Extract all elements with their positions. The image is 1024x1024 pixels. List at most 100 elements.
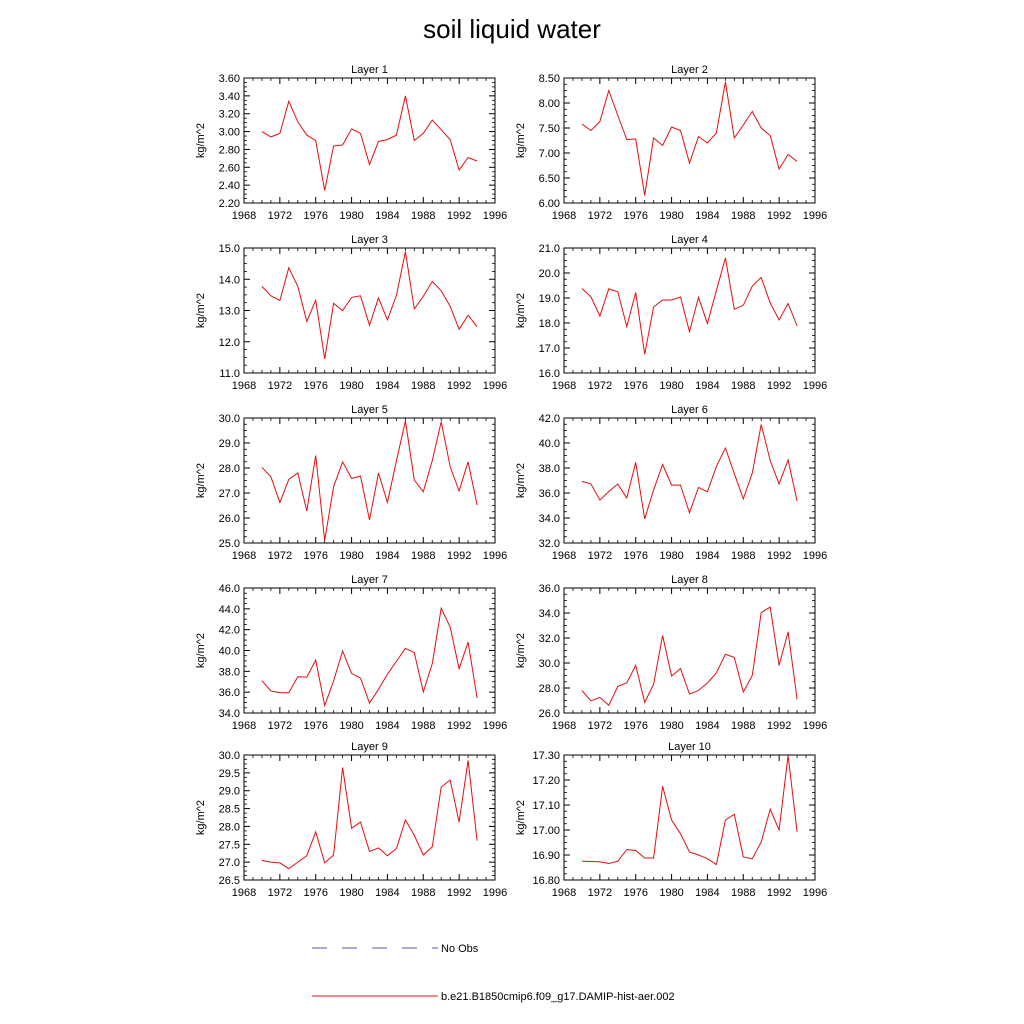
- x-tick-label: 1988: [731, 887, 755, 899]
- series-line-layer-2: [581, 81, 798, 196]
- x-tick-label: 1968: [552, 887, 576, 899]
- x-tick-label: 1980: [339, 720, 363, 732]
- plot-frame: [563, 77, 816, 204]
- x-tick-label: 1992: [767, 887, 791, 899]
- x-tick-label: 1992: [447, 720, 471, 732]
- page-title: soil liquid water: [423, 14, 601, 44]
- y-tick-label: 30.0: [219, 750, 240, 762]
- series-line-layer-1: [261, 95, 478, 191]
- y-tick-label: 28.0: [219, 463, 240, 475]
- y-tick-label: 27.0: [219, 857, 240, 869]
- x-tick-label: 1972: [268, 550, 292, 562]
- panel-title: Layer 1: [351, 64, 388, 76]
- panel-title: Layer 2: [671, 64, 708, 76]
- y-tick-label: 38.0: [539, 463, 560, 475]
- x-tick-label: 1976: [623, 720, 647, 732]
- series-line-layer-6: [581, 424, 798, 520]
- y-tick-label: 13.0: [219, 306, 240, 318]
- y-tick-label: 28.0: [539, 683, 560, 695]
- y-tick-label: 2.40: [219, 180, 240, 192]
- y-tick-label: 44.0: [219, 604, 240, 616]
- y-tick-label: 12.0: [219, 337, 240, 349]
- x-tick-label: 1992: [447, 210, 471, 222]
- x-tick-label: 1984: [375, 720, 399, 732]
- x-tick-label: 1988: [731, 720, 755, 732]
- x-tick-label: 1996: [483, 550, 507, 562]
- x-tick-label: 1988: [411, 550, 435, 562]
- plot-frame: [243, 247, 496, 374]
- x-tick-label: 1996: [483, 720, 507, 732]
- y-axis-label: kg/m^2: [195, 123, 207, 158]
- y-tick-label: 6.50: [539, 173, 560, 185]
- x-tick-label: 1980: [339, 210, 363, 222]
- y-tick-label: 7.00: [539, 148, 560, 160]
- series-line-layer-5: [261, 420, 478, 541]
- x-tick-label: 1972: [588, 887, 612, 899]
- y-tick-label: 8.00: [539, 98, 560, 110]
- y-tick-label: 16.80: [532, 875, 560, 887]
- x-tick-label: 1968: [232, 550, 256, 562]
- panel-layer-7: Layer 7 1968 1972 1976 1980 1984 1988 1992 1996 3…: [195, 574, 507, 732]
- series-line-layer-10: [581, 755, 798, 866]
- y-tick-label: 21.0: [539, 243, 560, 255]
- y-axis-label: kg/m^2: [195, 463, 207, 498]
- x-tick-label: 1992: [767, 550, 791, 562]
- x-tick-label: 1976: [303, 380, 327, 392]
- y-tick-label: 28.0: [219, 821, 240, 833]
- x-tick-label: 1972: [588, 210, 612, 222]
- x-tick-label: 1968: [232, 887, 256, 899]
- y-tick-label: 2.20: [219, 198, 240, 210]
- y-axis-label: kg/m^2: [515, 123, 527, 158]
- y-tick-label: 3.20: [219, 109, 240, 121]
- y-tick-label: 32.0: [539, 633, 560, 645]
- x-tick-label: 1984: [375, 380, 399, 392]
- panel-title: Layer 6: [671, 404, 708, 416]
- panel-layer-10: Layer 10 1968 1972 1976 1980 1984 1988 1992 1996…: [515, 741, 827, 899]
- x-tick-label: 1972: [268, 210, 292, 222]
- x-tick-label: 1980: [659, 550, 683, 562]
- x-tick-label: 1980: [339, 887, 363, 899]
- x-tick-label: 1988: [411, 887, 435, 899]
- x-tick-label: 1996: [803, 887, 827, 899]
- x-tick-label: 1976: [623, 380, 647, 392]
- y-tick-label: 15.0: [219, 243, 240, 255]
- x-tick-label: 1980: [659, 720, 683, 732]
- x-tick-label: 1988: [411, 380, 435, 392]
- panel-title: Layer 10: [668, 741, 711, 753]
- y-tick-label: 20.0: [539, 268, 560, 280]
- y-tick-label: 16.0: [539, 368, 560, 380]
- y-tick-label: 28.5: [219, 804, 240, 816]
- y-axis-label: kg/m^2: [515, 633, 527, 668]
- y-tick-label: 6.00: [539, 198, 560, 210]
- panel-layer-9: Layer 9 1968 1972 1976 1980 1984 1988 1992 1996 2…: [195, 741, 507, 899]
- x-tick-label: 1976: [303, 720, 327, 732]
- y-tick-label: 34.0: [539, 608, 560, 620]
- y-tick-label: 38.0: [219, 666, 240, 678]
- panel-title: Layer 5: [351, 404, 388, 416]
- x-tick-label: 1972: [268, 380, 292, 392]
- y-tick-label: 27.0: [219, 488, 240, 500]
- x-tick-label: 1972: [588, 720, 612, 732]
- x-tick-label: 1968: [232, 210, 256, 222]
- panel-title: Layer 3: [351, 234, 388, 246]
- x-tick-label: 1988: [731, 380, 755, 392]
- y-tick-label: 17.0: [539, 343, 560, 355]
- legend-label-1: No Obs: [441, 943, 479, 955]
- y-tick-label: 11.0: [219, 368, 240, 380]
- x-tick-label: 1984: [375, 887, 399, 899]
- x-tick-label: 1996: [803, 210, 827, 222]
- y-tick-label: 29.0: [219, 438, 240, 450]
- x-tick-label: 1968: [232, 720, 256, 732]
- plot-frame: [243, 587, 496, 714]
- series-line-layer-3: [261, 251, 478, 359]
- x-tick-label: 1980: [659, 210, 683, 222]
- y-tick-label: 42.0: [219, 625, 240, 637]
- x-tick-label: 1996: [803, 720, 827, 732]
- y-tick-label: 8.50: [539, 73, 560, 85]
- x-tick-label: 1992: [767, 210, 791, 222]
- x-tick-label: 1996: [483, 887, 507, 899]
- y-tick-label: 3.00: [219, 127, 240, 139]
- panel-layer-1: Layer 1 1968 1972 1976 1980 1984 1988 1992 1996 2…: [195, 64, 507, 222]
- x-tick-label: 1984: [375, 210, 399, 222]
